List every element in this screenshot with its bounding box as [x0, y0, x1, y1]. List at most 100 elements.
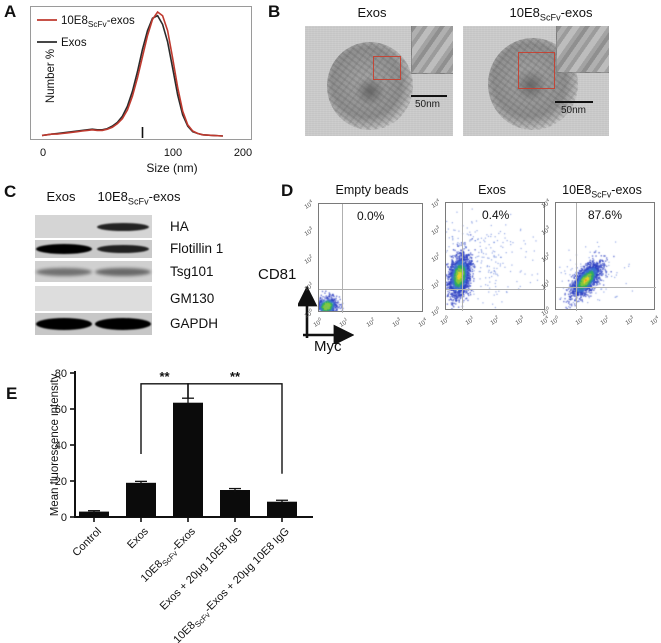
- flow-x-tick: 101: [574, 314, 584, 327]
- flow-y-tick: 103: [303, 225, 313, 238]
- flow-x-tick: 101: [464, 314, 474, 327]
- e-y-axis-label: Mean fluorescence intensity: [50, 373, 61, 516]
- roi-box: [373, 56, 401, 80]
- legend-label: Exos: [61, 37, 87, 49]
- blot-row-label: GAPDH: [170, 316, 219, 331]
- blot-band: [36, 318, 92, 330]
- e-y-tick: 60: [55, 404, 67, 416]
- bar-0: [79, 511, 109, 517]
- flow-x-tick: 103: [391, 316, 401, 329]
- series-10e8-scfv-exos: [41, 10, 223, 137]
- e-y-tick: 40: [55, 440, 67, 452]
- blot-strip-ha: [35, 215, 152, 238]
- quadrant-gate-vertical: [576, 203, 577, 311]
- vesicle-core: [353, 78, 387, 104]
- blot-lane-header-exos: Exos: [46, 189, 76, 204]
- blot-band: [97, 222, 149, 231]
- blot-band: [36, 267, 92, 276]
- blot-strip-flotillin-1: [35, 240, 152, 258]
- blot-strip-gm130: [35, 286, 152, 311]
- bar-2: [173, 402, 203, 517]
- blot-band: [36, 244, 92, 254]
- roi-box: [518, 52, 555, 89]
- blot-band: [95, 267, 151, 276]
- a-x-tick-0: 0: [39, 147, 47, 159]
- flow-title-exos: Exos: [478, 183, 506, 197]
- flow-y-tick: 103: [430, 224, 440, 237]
- flow-y-axis-label: CD81: [258, 266, 297, 283]
- significance-label: **: [159, 369, 170, 384]
- blot-row-label: Tsg101: [170, 263, 214, 279]
- flow-y-tick: 101: [430, 278, 440, 291]
- tem-image-exos: 50nm: [305, 26, 453, 136]
- e-y-tick: 0: [61, 512, 67, 524]
- panel-e-label: E: [6, 384, 18, 403]
- flow-y-tick: 102: [303, 252, 313, 266]
- panel-d-label: D: [281, 181, 294, 200]
- significance-label: **: [230, 369, 241, 384]
- inset-zoom: [411, 26, 453, 74]
- flow-title-scfv-exos: 10E8ScFv-exos: [562, 183, 642, 200]
- panel-b-label: B: [268, 2, 281, 21]
- flow-x-tick: 104: [649, 314, 659, 327]
- quadrant-gate-vertical: [462, 203, 463, 311]
- flow-y-tick: 102: [430, 251, 440, 264]
- blot-strip-gapdh: [35, 313, 152, 335]
- size-distribution-plot: 10E8ScFv-exos Exos: [30, 6, 252, 140]
- quadrant-gate-horizontal: [556, 287, 656, 289]
- e-x-category-label: Exos + 20μg 10E8 IgG: [158, 525, 245, 612]
- blot-row-label: HA: [170, 218, 189, 234]
- legend-label: 10E8ScFv-exos: [61, 15, 135, 29]
- quadrant-gate-horizontal: [446, 289, 546, 291]
- flow-x-tick: 102: [599, 314, 609, 327]
- tem-image-scfv-exos: 50nm: [463, 26, 609, 136]
- flow-axes-arrows: [298, 286, 354, 344]
- blot-band: [97, 245, 149, 253]
- tem-title-exos: Exos: [357, 5, 387, 20]
- quadrant-percent: 87.6%: [588, 208, 623, 222]
- quadrant-gate-horizontal: [319, 289, 424, 291]
- quadrant-percent: 0.4%: [482, 208, 510, 222]
- scale-bar: [411, 95, 447, 97]
- panel-a-size-distribution-chart: 10E8ScFv-exos Exos Number % 0 100 200 Siz…: [30, 6, 252, 182]
- e-y-tick: 80: [55, 368, 67, 380]
- e-x-category-label: Exos: [125, 525, 151, 551]
- a-x-axis-label: Size (nm): [146, 161, 198, 175]
- panel-c-label: C: [4, 182, 17, 201]
- scale-bar-label: 50nm: [561, 105, 587, 116]
- e-x-category-label: Control: [70, 525, 104, 559]
- a-y-axis-label: Number %: [45, 48, 57, 104]
- scale-bar: [555, 101, 593, 103]
- flow-y-tick: 104: [303, 198, 313, 211]
- quadrant-percent: 0.0%: [357, 209, 385, 223]
- flow-plot-exos: 0.4%: [445, 202, 546, 311]
- flow-x-tick: 102: [365, 316, 375, 329]
- flow-y-tick: 100: [430, 305, 440, 318]
- tem-title-scfv-exos: 10E8ScFv-exos: [509, 5, 593, 23]
- flow-y-tick: 104: [430, 197, 440, 210]
- blot-strip-tsg101: [35, 261, 152, 282]
- flow-title-empty-beads: Empty beads: [335, 183, 409, 197]
- flow-scatter: [319, 204, 422, 311]
- e-y-tick: 20: [55, 476, 67, 488]
- a-x-tick-200: 200: [233, 147, 253, 159]
- flow-plot-empty-beads: 0.0%: [318, 203, 424, 313]
- blot-band: [95, 318, 151, 330]
- a-x-tick-100: 100: [163, 147, 183, 159]
- flow-x-tick: 100: [439, 314, 449, 327]
- significance-bracket: [187, 383, 283, 474]
- blot-lane-header-scfv-exos: 10E8ScFv-exos: [97, 189, 181, 207]
- bar-4: [267, 501, 297, 517]
- panel-a-label: A: [4, 2, 17, 21]
- inset-zoom: [556, 26, 609, 73]
- flow-x-tick: 103: [514, 314, 524, 327]
- flow-plot-scfv-exos: 87.6%: [555, 202, 656, 311]
- flow-x-tick: 102: [489, 314, 499, 327]
- flow-x-tick: 103: [624, 314, 634, 327]
- vesicle-core: [513, 70, 549, 100]
- quadrant-gate-vertical: [342, 204, 344, 313]
- flow-scatter: [556, 203, 654, 309]
- scale-bar-label: 50nm: [415, 99, 441, 110]
